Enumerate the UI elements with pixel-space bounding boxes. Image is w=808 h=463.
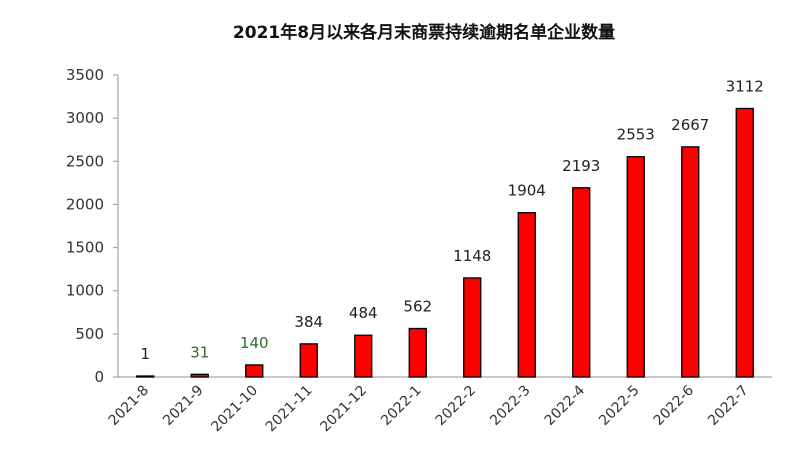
x-tick-label: 2021-10 [208, 383, 261, 436]
data-label: 2553 [617, 126, 655, 144]
x-tick-label: 2022-3 [487, 383, 533, 429]
y-tick-label: 0 [94, 368, 104, 386]
bar [681, 146, 700, 378]
y-tick-label: 1500 [66, 239, 104, 257]
bar [408, 327, 427, 378]
axes [113, 74, 772, 378]
bar [517, 212, 536, 378]
y-tick-label: 2000 [66, 195, 104, 213]
data-label: 1148 [453, 247, 491, 265]
y-tick-label: 3500 [66, 66, 104, 84]
bar [136, 375, 155, 378]
data-label: 484 [349, 304, 378, 322]
x-tick-label: 2021-9 [160, 383, 206, 429]
y-tick-labels: 0 500 1000 1500 2000 2500 3000 3500 [66, 66, 104, 386]
data-label: 3112 [726, 77, 764, 95]
y-tick-label: 500 [75, 325, 104, 343]
data-label: 2667 [671, 116, 709, 134]
bar [735, 107, 754, 378]
x-tick-label: 2022-4 [542, 382, 588, 428]
data-label: 384 [294, 313, 323, 331]
data-label: 1 [140, 345, 150, 363]
x-tick-label: 2021-8 [106, 383, 152, 429]
x-tick-label: 2022-2 [433, 383, 479, 429]
data-label: 2193 [562, 157, 600, 175]
data-labels: 1 31 140 384 484 562 1148 1904 2193 2553 2667 3112 [140, 77, 763, 363]
data-label: 1904 [508, 182, 546, 200]
bar [190, 373, 209, 378]
x-tick-label: 2022-7 [705, 383, 751, 429]
x-tick-labels: 2021-8 2021-9 2021-10 2021-11 2021-12 2022-1 2… [106, 382, 752, 435]
y-tick-label: 3000 [66, 109, 104, 127]
x-tick-label: 2022-5 [596, 383, 642, 429]
chart-title: 2021年8月以来各月末商票持续逾期名单企业数量 [233, 22, 615, 43]
bar [626, 156, 645, 378]
x-tick-label: 2022-1 [378, 383, 424, 429]
data-label: 562 [403, 298, 432, 316]
bar [572, 187, 591, 378]
y-tick-label: 1000 [66, 282, 104, 300]
bar [245, 364, 264, 378]
bar [299, 343, 318, 378]
data-label: 140 [240, 334, 269, 352]
data-label: 31 [190, 343, 209, 361]
y-tick-label: 2500 [66, 152, 104, 170]
x-tick-label: 2021-12 [317, 383, 370, 436]
bar [354, 334, 373, 378]
x-tick-label: 2021-11 [263, 383, 316, 436]
bars [136, 107, 754, 378]
bar [463, 277, 482, 378]
x-tick-label: 2022-6 [651, 382, 697, 428]
